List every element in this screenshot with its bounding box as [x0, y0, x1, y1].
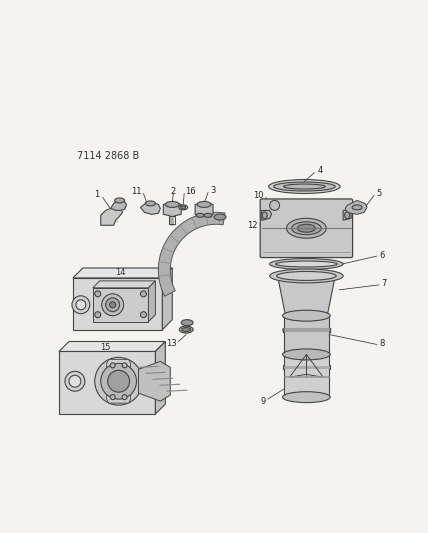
Ellipse shape	[291, 222, 321, 235]
Circle shape	[110, 302, 116, 308]
Circle shape	[101, 364, 137, 399]
Circle shape	[110, 363, 115, 368]
FancyBboxPatch shape	[260, 199, 353, 257]
Text: 12: 12	[247, 221, 258, 230]
Polygon shape	[162, 268, 172, 329]
Ellipse shape	[282, 349, 330, 360]
Polygon shape	[73, 278, 162, 329]
Circle shape	[72, 296, 90, 314]
Text: 7114 2868 B: 7114 2868 B	[77, 151, 139, 161]
Polygon shape	[140, 203, 160, 214]
Ellipse shape	[283, 184, 325, 189]
Polygon shape	[111, 200, 127, 211]
Circle shape	[140, 312, 146, 318]
Ellipse shape	[282, 392, 330, 402]
Polygon shape	[93, 281, 155, 288]
Circle shape	[76, 300, 86, 310]
Text: 1: 1	[95, 190, 100, 199]
Polygon shape	[107, 359, 131, 403]
Polygon shape	[345, 200, 367, 214]
Ellipse shape	[282, 310, 330, 321]
Ellipse shape	[182, 328, 190, 332]
Polygon shape	[93, 288, 149, 321]
Polygon shape	[195, 203, 213, 216]
Text: 7: 7	[381, 279, 386, 288]
Ellipse shape	[286, 219, 326, 238]
Circle shape	[69, 375, 81, 387]
Ellipse shape	[165, 201, 179, 207]
Polygon shape	[59, 342, 165, 351]
Ellipse shape	[115, 198, 125, 203]
Ellipse shape	[214, 214, 226, 220]
Polygon shape	[158, 212, 225, 296]
Ellipse shape	[352, 205, 362, 210]
Polygon shape	[262, 211, 272, 220]
Text: 16: 16	[185, 187, 196, 196]
Text: 14: 14	[116, 269, 126, 278]
Ellipse shape	[179, 205, 187, 210]
Ellipse shape	[196, 213, 204, 217]
Text: 4: 4	[317, 166, 323, 175]
Polygon shape	[343, 211, 351, 220]
Text: 6: 6	[379, 251, 384, 260]
Circle shape	[65, 372, 85, 391]
Circle shape	[95, 312, 101, 318]
Circle shape	[122, 394, 127, 400]
Ellipse shape	[181, 206, 186, 209]
Ellipse shape	[270, 259, 343, 270]
Ellipse shape	[270, 269, 343, 283]
Ellipse shape	[276, 261, 337, 267]
Text: 5: 5	[376, 189, 381, 198]
Polygon shape	[149, 281, 155, 321]
Ellipse shape	[197, 201, 211, 207]
Ellipse shape	[297, 224, 315, 232]
Circle shape	[140, 291, 146, 297]
Ellipse shape	[345, 212, 350, 219]
Polygon shape	[283, 316, 329, 354]
Polygon shape	[101, 208, 122, 225]
Polygon shape	[155, 342, 165, 414]
Circle shape	[106, 298, 119, 312]
Ellipse shape	[262, 212, 267, 219]
Text: 13: 13	[166, 339, 176, 348]
Polygon shape	[139, 361, 170, 401]
Ellipse shape	[204, 213, 212, 217]
Polygon shape	[59, 351, 155, 414]
Text: 9: 9	[260, 397, 266, 406]
Text: 15: 15	[101, 343, 111, 352]
Text: 2: 2	[171, 187, 176, 196]
Polygon shape	[163, 203, 181, 216]
Circle shape	[270, 200, 279, 211]
Text: 11: 11	[131, 187, 142, 196]
Ellipse shape	[269, 180, 340, 193]
Polygon shape	[283, 354, 329, 397]
Ellipse shape	[276, 271, 336, 280]
Text: 8: 8	[379, 339, 384, 348]
Text: 3: 3	[210, 186, 215, 195]
Polygon shape	[278, 276, 335, 316]
Circle shape	[95, 291, 101, 297]
Text: 10: 10	[253, 191, 264, 200]
Circle shape	[110, 394, 115, 400]
Ellipse shape	[146, 201, 155, 206]
Circle shape	[102, 294, 124, 316]
Polygon shape	[73, 268, 172, 278]
Ellipse shape	[181, 320, 193, 326]
Ellipse shape	[179, 326, 193, 333]
Ellipse shape	[285, 311, 328, 321]
Ellipse shape	[273, 182, 335, 191]
Circle shape	[122, 363, 127, 368]
Circle shape	[95, 358, 143, 405]
Circle shape	[108, 370, 130, 392]
